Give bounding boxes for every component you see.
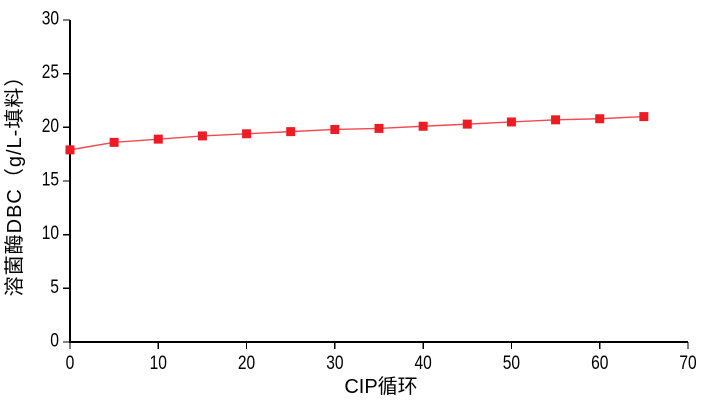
x-tick-label: 20: [238, 353, 255, 374]
data-point-marker: [153, 134, 163, 144]
axis-line: [69, 20, 688, 343]
data-point-marker: [551, 115, 561, 125]
data-point-marker: [639, 112, 649, 122]
x-axis-title: CIP循环: [344, 376, 418, 398]
x-tick-label: 60: [591, 353, 608, 374]
x-tick-label: 50: [503, 353, 520, 374]
data-point-marker: [242, 129, 252, 139]
data-point-marker: [286, 127, 296, 137]
data-point-marker: [506, 117, 516, 127]
y-tick-label: 20: [42, 116, 59, 137]
y-tick-label: 10: [42, 223, 59, 244]
y-tick-label: 25: [42, 62, 59, 83]
x-tick-label: 70: [679, 353, 696, 374]
x-tick-label: 0: [66, 353, 75, 374]
x-tick-label: 30: [326, 353, 343, 374]
x-tick-label: 10: [150, 353, 167, 374]
data-point-marker: [462, 119, 472, 129]
y-tick-label: 30: [42, 9, 59, 30]
data-point-marker: [197, 131, 207, 141]
y-axis-title: 溶菌酶DBC（g/L-填料）: [4, 65, 26, 297]
y-tick-label: 5: [50, 277, 59, 298]
data-point-marker: [595, 114, 605, 124]
y-tick-label: 0: [50, 331, 59, 352]
data-point-marker: [418, 121, 428, 131]
data-point-marker: [374, 123, 384, 133]
data-point-marker: [65, 145, 75, 155]
y-tick-label: 15: [42, 170, 59, 191]
data-point-marker: [330, 124, 340, 134]
x-tick-label: 40: [414, 353, 431, 374]
data-point-marker: [109, 137, 119, 147]
series-line: [69, 115, 644, 151]
